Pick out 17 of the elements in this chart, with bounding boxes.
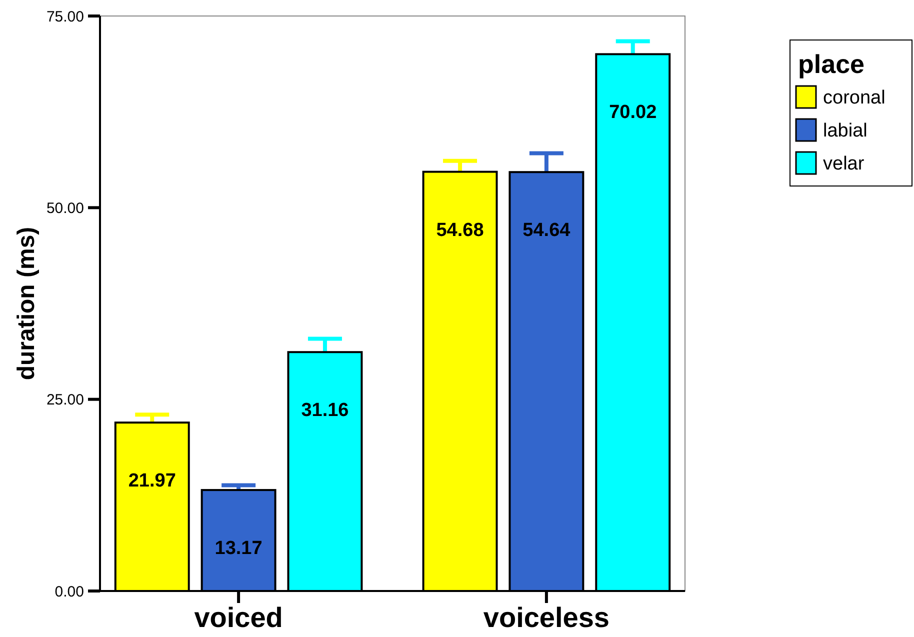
data-label: 54.68 <box>436 220 484 241</box>
data-label: 31.16 <box>301 400 349 422</box>
legend-label: coronal <box>823 88 886 109</box>
y-tick-label: 0.00 <box>54 583 84 600</box>
legend-label: labial <box>823 120 868 142</box>
legend-title: place <box>798 49 864 79</box>
data-label: 21.97 <box>128 470 176 492</box>
data-label: 13.17 <box>214 538 262 560</box>
data-label: 70.02 <box>609 102 657 124</box>
x-tick-label: voiceless <box>483 602 610 633</box>
legend-label: velar <box>823 154 865 175</box>
y-axis-title: duration (ms) <box>13 226 40 380</box>
x-tick-label: voiced <box>194 602 283 633</box>
y-tick-label: 25.00 <box>46 392 84 409</box>
data-label: 54.64 <box>522 220 571 242</box>
y-tick-label: 75.00 <box>46 8 84 26</box>
y-tick-label: 50.00 <box>46 200 84 217</box>
